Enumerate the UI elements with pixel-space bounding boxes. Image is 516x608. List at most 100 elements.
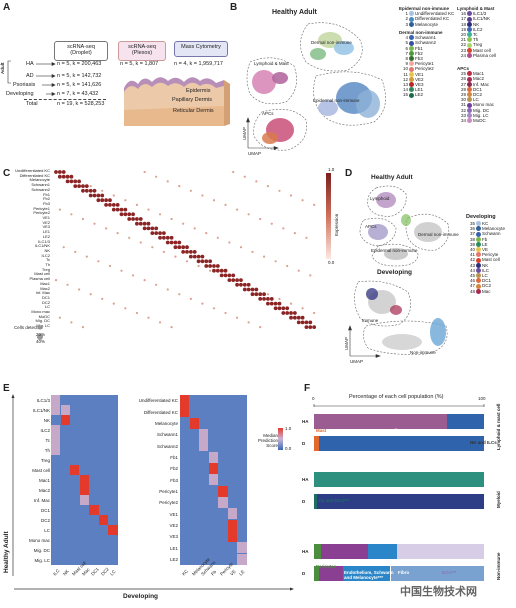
legend-item-number: 16 (460, 11, 466, 17)
heatmap-cell (180, 553, 190, 565)
legend-item: 43 NK (466, 263, 516, 268)
legend-item-label: Schwann2 (415, 40, 437, 46)
heatmap-cell (189, 451, 199, 463)
heatmap-cell (70, 555, 80, 565)
heatmap-cell (227, 497, 238, 509)
heatmap-cell (237, 440, 247, 452)
dotplot-dot (57, 170, 62, 174)
heatmap-cell (199, 531, 209, 543)
legend-group-apcs: APCs 25 Mac1 26 Mac2 27 Inf. Mac 28 DC1 29 DC2 30 LC… (457, 66, 515, 124)
dotplot-dot (219, 268, 224, 273)
panel-e-x-arrow (14, 587, 294, 591)
heatmap-cell (218, 429, 228, 441)
dotplot-dot (147, 316, 150, 319)
legend-item-label: Mig. DC (473, 107, 490, 113)
legend-item: 47 DC2 (466, 283, 516, 289)
heatmap-cell (60, 395, 70, 405)
dotplot-dot (293, 232, 296, 235)
heatmap-cell (237, 463, 247, 475)
panel-e-right-heatmap (180, 395, 247, 565)
dotplot-dot (266, 185, 270, 188)
legend-item-number: 8 (405, 56, 408, 62)
heatmap-row-label: VE2 (169, 522, 178, 528)
heatmap-cell (79, 495, 89, 505)
heatmap-cell (237, 553, 247, 565)
heatmap-cell (79, 455, 89, 465)
panel-e-legend-max: 1.0 (285, 426, 292, 431)
heatmap-cell (79, 395, 89, 405)
umap-b-cluster-dermal: Dermal non-immune (311, 40, 352, 45)
legend-item-number: 39 (469, 241, 475, 247)
heatmap-cell (180, 440, 190, 452)
dotplot-row-label: LC (44, 304, 50, 310)
dotplot-row-label: Differentiated KC (19, 172, 50, 178)
legend-item-label: MoDC (473, 118, 486, 124)
legend-item-label: VE2 (415, 76, 424, 82)
heatmap-cell (79, 555, 89, 565)
panel-e-x-axis: Developing (123, 593, 159, 600)
dotplot-dot (301, 199, 304, 202)
heatmap-cell (108, 455, 118, 465)
legend-item-label: DC2 (473, 92, 483, 98)
stacked-bar-segment (397, 544, 484, 559)
dotplot-dot (189, 297, 192, 300)
dotplot-dot (108, 264, 112, 268)
dotplot-dot (131, 212, 135, 217)
panel-e-legend-title: Median Prediction Score (257, 433, 278, 449)
heatmap-row-label: Tc (45, 437, 51, 443)
heatmap-cell (98, 505, 109, 515)
dotplot-row-label: Inf. Mac (35, 290, 50, 296)
legend-swatch-icon (476, 257, 481, 263)
legend-item-label: Mac2 (473, 76, 485, 82)
heatmap-cell (180, 474, 190, 486)
legend-item: 25 Mac1 (457, 71, 515, 77)
heatmap-cell (98, 535, 109, 545)
heatmap-cell (98, 525, 109, 535)
heatmap-cell (108, 425, 118, 435)
legend-group-dermal: Dermal non-immune 4 Schwann1 5 Schwann2 6 Fb1 7… (399, 30, 459, 98)
heatmap-cell (227, 542, 238, 554)
dotplot-dot (65, 174, 70, 179)
stacked-bar-segment (446, 414, 484, 429)
legend-swatch-icon (409, 45, 414, 51)
heatmap-cell (189, 440, 199, 452)
dotplot-dot (246, 282, 251, 287)
legend-swatch-icon (476, 226, 481, 232)
legend-item-label: Mast cell (482, 257, 500, 263)
heatmap-row-label: Schwann2 (156, 443, 178, 449)
dotplot-dot (150, 231, 155, 235)
legend-item-number: 26 (460, 76, 466, 82)
heatmap-cell (98, 445, 109, 455)
dotplot-dot (111, 207, 116, 212)
heatmap-cell (189, 417, 199, 429)
heatmap-row-label: Inf. Mac (33, 497, 50, 503)
legend-item-number: 43 (469, 262, 475, 268)
stacked-bar-label: D (302, 571, 306, 576)
row-developing-label: Developing (6, 91, 34, 97)
dotplot-dot (155, 283, 158, 286)
legend-item-number: 7 (405, 50, 408, 56)
heatmap-col-label: LC (109, 568, 118, 577)
dotplot-dot (281, 311, 286, 315)
heatmap-cell (189, 474, 199, 486)
heatmap-cell (227, 508, 238, 520)
panel-c-legend-title: Expression (334, 213, 339, 236)
legend-item-number: 36 (469, 226, 475, 232)
legend-item-number: 22 (460, 42, 466, 48)
heatmap-cell (108, 485, 118, 495)
dotplot-dot (170, 217, 173, 221)
heatmap-cell (189, 485, 199, 497)
heatmap-cell (70, 455, 80, 465)
legend-swatch-icon (476, 262, 481, 268)
panel-d-legend-title: Developing (466, 214, 496, 220)
heatmap-cell (79, 405, 89, 415)
dotplot-dot (108, 203, 112, 207)
heatmap-cell (89, 545, 99, 555)
dotplot-dot (266, 301, 270, 306)
legend-group-title: Lymphoid & Mast (457, 6, 495, 11)
panel-d-title-top: Healthy Adult (371, 174, 413, 181)
dotplot-dot (185, 260, 189, 263)
watermark-text: 中国生物技术网 (400, 586, 477, 598)
watermark: 中国生物技术网 (400, 583, 477, 599)
legend-item: 37 Schwann (466, 231, 516, 237)
